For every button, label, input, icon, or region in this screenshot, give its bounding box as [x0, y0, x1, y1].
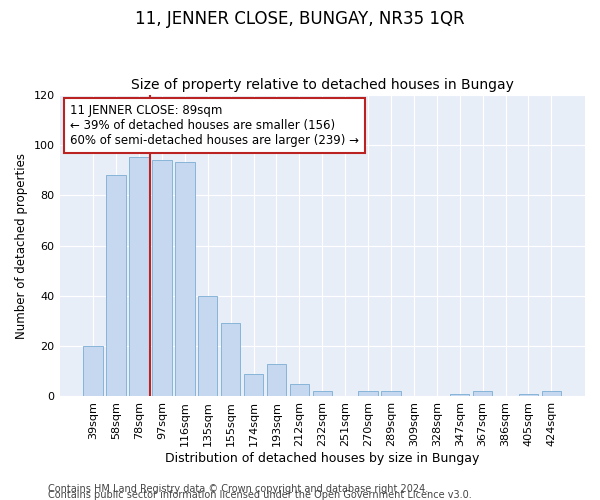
Bar — [358, 392, 378, 396]
Text: Contains public sector information licensed under the Open Government Licence v3: Contains public sector information licen… — [48, 490, 472, 500]
Y-axis label: Number of detached properties: Number of detached properties — [15, 152, 28, 338]
Bar — [473, 392, 493, 396]
Text: 11 JENNER CLOSE: 89sqm
← 39% of detached houses are smaller (156)
60% of semi-de: 11 JENNER CLOSE: 89sqm ← 39% of detached… — [70, 104, 359, 146]
Bar — [83, 346, 103, 397]
Title: Size of property relative to detached houses in Bungay: Size of property relative to detached ho… — [131, 78, 514, 92]
Bar — [129, 158, 149, 396]
Bar — [106, 175, 126, 396]
Bar — [450, 394, 469, 396]
Text: 11, JENNER CLOSE, BUNGAY, NR35 1QR: 11, JENNER CLOSE, BUNGAY, NR35 1QR — [135, 10, 465, 28]
Bar — [244, 374, 263, 396]
X-axis label: Distribution of detached houses by size in Bungay: Distribution of detached houses by size … — [165, 452, 479, 465]
Bar — [198, 296, 217, 396]
Bar — [519, 394, 538, 396]
Bar — [152, 160, 172, 396]
Bar — [221, 324, 241, 396]
Text: Contains HM Land Registry data © Crown copyright and database right 2024.: Contains HM Land Registry data © Crown c… — [48, 484, 428, 494]
Bar — [267, 364, 286, 396]
Bar — [175, 162, 194, 396]
Bar — [313, 392, 332, 396]
Bar — [542, 392, 561, 396]
Bar — [381, 392, 401, 396]
Bar — [290, 384, 309, 396]
